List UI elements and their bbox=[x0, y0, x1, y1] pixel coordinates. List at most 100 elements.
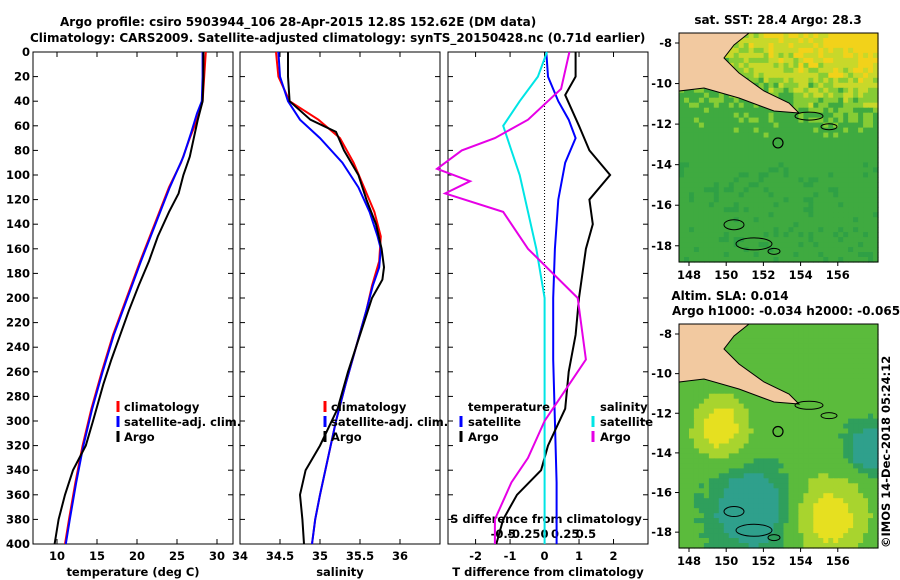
map-cell bbox=[823, 498, 829, 504]
map-cell bbox=[868, 403, 874, 410]
map-cell bbox=[703, 518, 710, 524]
map-cell bbox=[798, 167, 804, 173]
map-cell bbox=[689, 518, 695, 524]
map-cell bbox=[748, 117, 755, 124]
map-cell bbox=[833, 152, 839, 159]
map-cell bbox=[873, 508, 879, 514]
map-cell bbox=[833, 383, 839, 390]
map-cell bbox=[723, 192, 730, 198]
map-cell bbox=[808, 503, 814, 509]
map-cell bbox=[838, 33, 844, 39]
map-cell bbox=[783, 232, 790, 238]
map-cell bbox=[873, 117, 879, 124]
map-cell bbox=[738, 353, 745, 360]
map-cell bbox=[863, 334, 869, 340]
map-cell bbox=[823, 247, 829, 253]
map-cell bbox=[689, 192, 695, 198]
map-cell bbox=[868, 433, 874, 440]
map-cell bbox=[713, 202, 720, 208]
map-cell bbox=[803, 483, 809, 489]
map-cell bbox=[843, 358, 849, 365]
map-cell bbox=[783, 324, 790, 330]
map-cell bbox=[693, 493, 700, 499]
map-cell bbox=[783, 132, 790, 139]
map-cell bbox=[793, 468, 799, 474]
map-cell bbox=[743, 207, 750, 213]
map-cell bbox=[778, 523, 785, 529]
map-cell bbox=[748, 498, 755, 504]
map-cell bbox=[763, 543, 770, 549]
map-cell bbox=[868, 363, 874, 370]
map-cell bbox=[858, 393, 864, 400]
map-cell bbox=[793, 177, 799, 183]
map-cell bbox=[853, 152, 859, 159]
map-cell bbox=[708, 383, 715, 390]
map-cell bbox=[748, 503, 755, 509]
map-cell bbox=[833, 543, 839, 549]
map-cell bbox=[813, 448, 819, 454]
map-cell bbox=[793, 167, 799, 173]
map-cell bbox=[733, 468, 740, 474]
map-cell bbox=[863, 518, 869, 524]
map-cell bbox=[698, 443, 705, 450]
map-cell bbox=[798, 508, 804, 514]
map-cell bbox=[783, 177, 790, 183]
map-cell bbox=[703, 468, 710, 474]
map-cell bbox=[803, 137, 809, 144]
map-cell bbox=[758, 438, 765, 445]
map-cell bbox=[818, 247, 824, 253]
map-cell bbox=[684, 538, 690, 544]
map-cell bbox=[718, 458, 725, 464]
map-cell bbox=[858, 112, 864, 119]
map-cell bbox=[853, 122, 859, 129]
map-cell bbox=[828, 533, 834, 539]
map-cell bbox=[758, 428, 765, 435]
map-cell bbox=[788, 329, 795, 335]
map-cell bbox=[798, 87, 804, 94]
map-cell bbox=[689, 242, 695, 248]
map-cell bbox=[753, 62, 760, 69]
map-cell bbox=[808, 418, 814, 425]
map-cell bbox=[783, 428, 790, 435]
y-tick-label: 380 bbox=[6, 512, 30, 526]
map-cell bbox=[723, 403, 730, 410]
map-cell bbox=[703, 463, 710, 469]
map-cell bbox=[693, 132, 700, 139]
map-cell bbox=[873, 423, 879, 430]
map-cell bbox=[703, 217, 710, 223]
map-cell bbox=[748, 438, 755, 445]
map-cell bbox=[823, 368, 829, 375]
map-cell bbox=[788, 363, 795, 370]
map-cell bbox=[818, 398, 824, 405]
map-cell bbox=[743, 478, 750, 484]
map-cell bbox=[818, 503, 824, 509]
map-cell bbox=[808, 43, 814, 49]
map-cell bbox=[828, 363, 834, 370]
legend-label: satellite bbox=[468, 415, 521, 429]
map-cell bbox=[728, 97, 735, 104]
map-cell bbox=[748, 152, 755, 159]
map-cell bbox=[833, 448, 839, 454]
map-cell bbox=[818, 334, 824, 340]
map-cell bbox=[848, 508, 854, 514]
y-tick-label: 0 bbox=[22, 45, 30, 59]
map-cell bbox=[758, 127, 765, 134]
map-cell bbox=[738, 43, 745, 49]
map-cell bbox=[828, 122, 834, 129]
map-cell bbox=[693, 393, 700, 400]
map-cell bbox=[818, 207, 824, 213]
map-cell bbox=[733, 162, 740, 168]
map-cell bbox=[738, 478, 745, 484]
map-cell bbox=[783, 167, 790, 173]
map-cell bbox=[763, 518, 770, 524]
map-cell bbox=[813, 217, 819, 223]
map-cell bbox=[808, 222, 814, 228]
map-cell bbox=[863, 247, 869, 253]
map-cell bbox=[778, 433, 785, 440]
map-cell bbox=[858, 182, 864, 188]
map-cell bbox=[689, 498, 695, 504]
map-cell bbox=[728, 538, 735, 544]
map-cell bbox=[783, 127, 790, 134]
map-cell bbox=[778, 122, 785, 129]
map-cell bbox=[773, 92, 780, 99]
